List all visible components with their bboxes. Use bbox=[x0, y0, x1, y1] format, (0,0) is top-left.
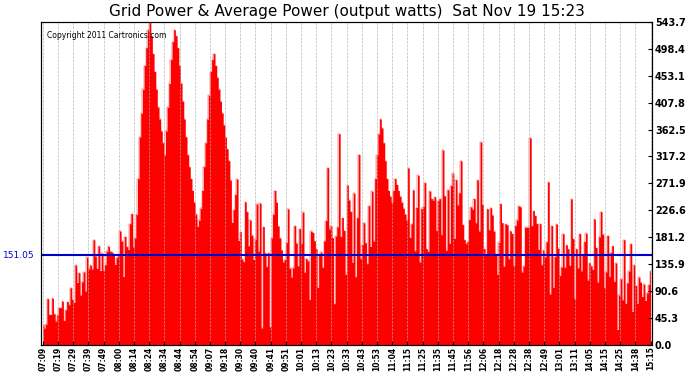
Text: 151.05: 151.05 bbox=[3, 251, 35, 260]
Title: Grid Power & Average Power (output watts)  Sat Nov 19 15:23: Grid Power & Average Power (output watts… bbox=[109, 4, 584, 19]
Text: Copyright 2011 Cartronics.com: Copyright 2011 Cartronics.com bbox=[47, 32, 166, 40]
